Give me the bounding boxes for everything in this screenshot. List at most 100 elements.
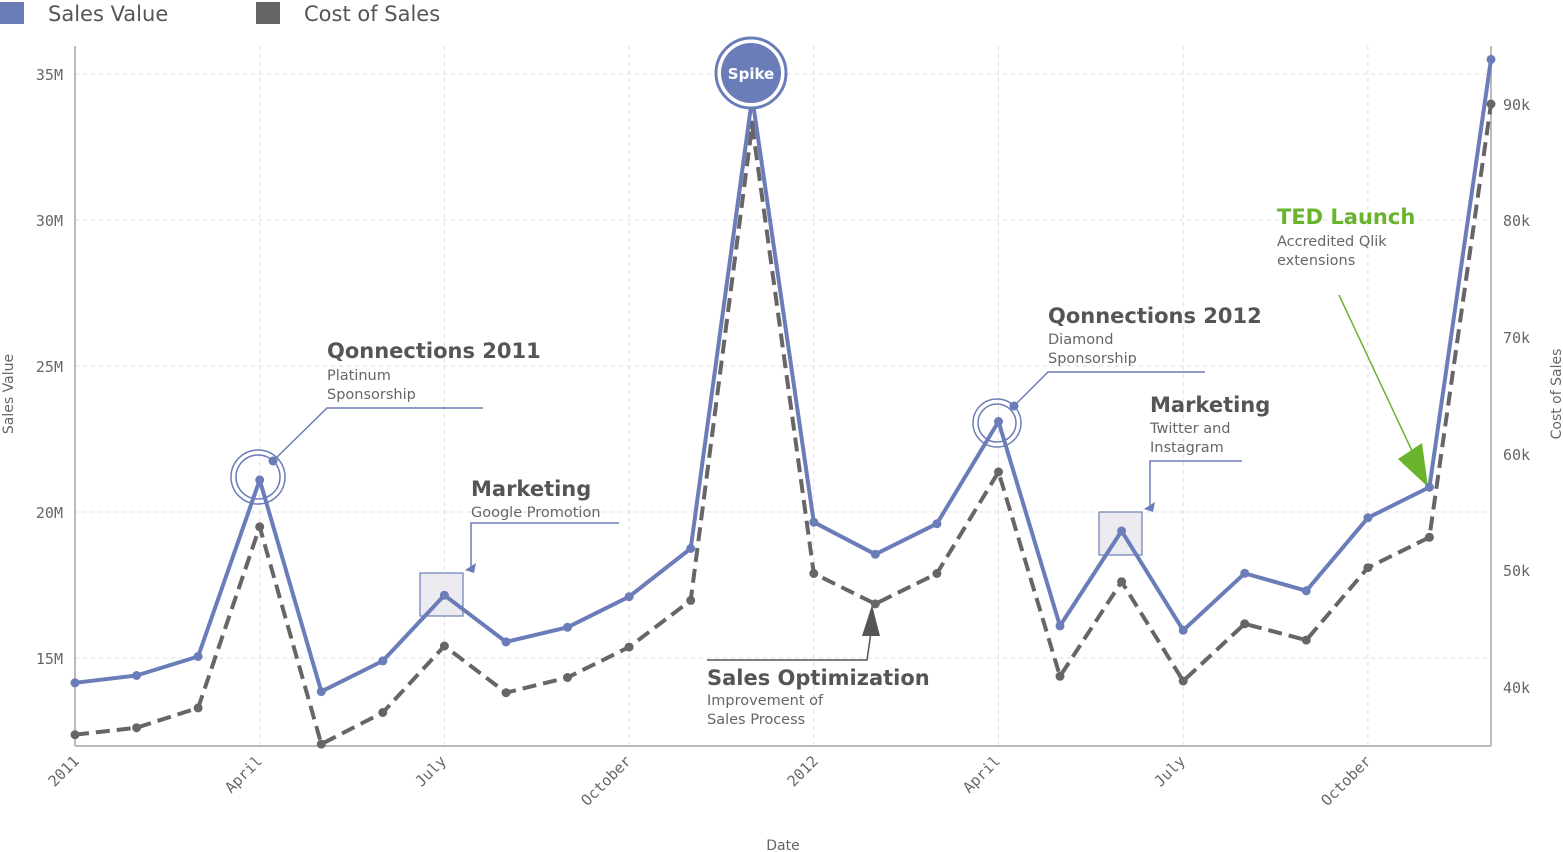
data-point[interactable] xyxy=(70,730,80,740)
annotation-title: TED Launch xyxy=(1277,205,1415,229)
annotation-title: Qonnections 2011 xyxy=(327,339,541,363)
data-point[interactable] xyxy=(563,622,572,632)
data-point[interactable] xyxy=(193,652,203,661)
data-point[interactable] xyxy=(1486,99,1496,109)
data-point[interactable] xyxy=(870,599,880,609)
data-point[interactable] xyxy=(316,687,326,697)
annotation-leader-arrow xyxy=(465,563,476,573)
series-line xyxy=(74,103,1493,747)
legend-swatch-cost-of-sales xyxy=(256,2,280,24)
y-tick-label: 30M xyxy=(36,212,63,230)
data-point[interactable] xyxy=(1301,635,1311,645)
data-point[interactable] xyxy=(1301,586,1311,596)
y2-tick-label: 90k xyxy=(1503,96,1530,114)
data-point[interactable] xyxy=(501,688,511,698)
data-point[interactable] xyxy=(1424,482,1434,492)
x-tick-label: July xyxy=(412,752,450,790)
data-point[interactable] xyxy=(1240,568,1250,578)
annotation-arrow-head xyxy=(1398,443,1428,487)
data-point[interactable] xyxy=(932,569,942,578)
data-point[interactable] xyxy=(316,739,326,749)
y-axis-title: Sales Value xyxy=(1,354,17,434)
annotation-title: Marketing xyxy=(471,477,591,501)
data-point[interactable] xyxy=(1055,671,1065,681)
annotation-sales-optimization: Sales Optimization Improvement of Sales P… xyxy=(707,666,930,728)
spike-badge[interactable]: Spike xyxy=(714,36,788,110)
y2-tick-label: 40k xyxy=(1503,679,1530,697)
data-point[interactable] xyxy=(132,671,142,680)
data-point[interactable] xyxy=(809,569,819,578)
y-tick-label: 35M xyxy=(36,66,63,84)
data-point[interactable] xyxy=(1055,621,1065,631)
data-point[interactable] xyxy=(255,522,265,532)
data-point[interactable] xyxy=(686,595,696,605)
y-tick-label: 15M xyxy=(36,650,63,668)
data-point[interactable] xyxy=(994,417,1003,426)
annotation-ted-launch: TED Launch Accredited Qlik extensions xyxy=(1277,205,1415,269)
data-point[interactable] xyxy=(255,475,265,485)
annotation-arrow-head xyxy=(862,605,880,636)
data-point[interactable] xyxy=(132,723,142,733)
data-point[interactable] xyxy=(1424,532,1434,542)
data-point[interactable] xyxy=(1363,563,1373,573)
annotation-leader-dot xyxy=(268,456,278,466)
annotation-ring-outer xyxy=(230,449,286,505)
annotation-leader-dot xyxy=(1009,401,1019,411)
y2-tick-label: 70k xyxy=(1503,329,1530,347)
annotation-leader xyxy=(470,522,619,567)
data-point[interactable] xyxy=(1117,577,1127,587)
data-point[interactable] xyxy=(1178,676,1188,686)
y2-tick-label: 60k xyxy=(1503,446,1530,464)
data-point[interactable] xyxy=(378,656,388,666)
data-point[interactable] xyxy=(378,708,388,717)
data-point[interactable] xyxy=(624,592,634,602)
annotation-ring-outer xyxy=(972,398,1022,448)
data-point[interactable] xyxy=(1486,54,1496,64)
y2-tick-label: 80k xyxy=(1503,212,1530,230)
data-point[interactable] xyxy=(624,642,634,652)
annotation-subtitle: Diamond Sponsorship xyxy=(1048,332,1137,367)
y2-axis-title: Cost of Sales xyxy=(1549,349,1563,440)
series-line xyxy=(74,59,1493,694)
annotation-leader xyxy=(707,624,873,661)
data-point[interactable] xyxy=(932,519,942,529)
spike-badge-fill xyxy=(721,43,781,103)
data-point[interactable] xyxy=(439,641,449,651)
annotation-leader-arrow xyxy=(1144,502,1155,512)
annotation-qonnections-2011: Qonnections 2011 Platinum Sponsorship xyxy=(327,339,541,403)
x-tick-label: October xyxy=(577,752,634,809)
series-layer xyxy=(70,54,1496,749)
x-tick-label: 2011 xyxy=(45,752,83,790)
data-point[interactable] xyxy=(994,467,1003,477)
data-point[interactable] xyxy=(686,544,696,553)
data-point[interactable] xyxy=(809,517,819,527)
x-tick-label: April xyxy=(221,752,266,797)
data-point[interactable] xyxy=(1117,526,1127,536)
data-point[interactable] xyxy=(439,590,449,600)
y-axis-ticks: 35M 30M 25M 20M 15M xyxy=(36,66,63,668)
grid-lines xyxy=(75,46,1491,746)
y2-tick-label: 50k xyxy=(1503,562,1530,580)
data-point[interactable] xyxy=(70,678,80,688)
data-point[interactable] xyxy=(1178,625,1188,635)
annotation-title: Qonnections 2012 xyxy=(1048,304,1262,328)
annotation-ring-inner xyxy=(977,403,1017,443)
annotation-leader xyxy=(1013,371,1205,407)
data-point[interactable] xyxy=(193,703,203,713)
series-cost-of-sales xyxy=(70,99,1496,749)
y2-axis-ticks: 90k 80k 70k 60k 50k 40k xyxy=(1503,96,1530,697)
annotation-leader xyxy=(1338,294,1414,454)
annotation-title: Marketing xyxy=(1150,393,1270,417)
data-point[interactable] xyxy=(1363,513,1373,523)
series-sales-value xyxy=(70,54,1496,697)
data-point[interactable] xyxy=(870,549,880,559)
legend[interactable]: Sales Value Cost of Sales xyxy=(0,2,440,26)
data-point[interactable] xyxy=(563,673,572,682)
x-tick-label: October xyxy=(1317,752,1374,809)
x-tick-label: 2012 xyxy=(784,752,822,790)
data-point[interactable] xyxy=(1240,619,1250,629)
data-point[interactable] xyxy=(501,637,511,647)
annotation-marketing-2012: Marketing Twitter and Instagram xyxy=(1149,393,1270,456)
annotation-subtitle: Google Promotion xyxy=(471,505,601,521)
